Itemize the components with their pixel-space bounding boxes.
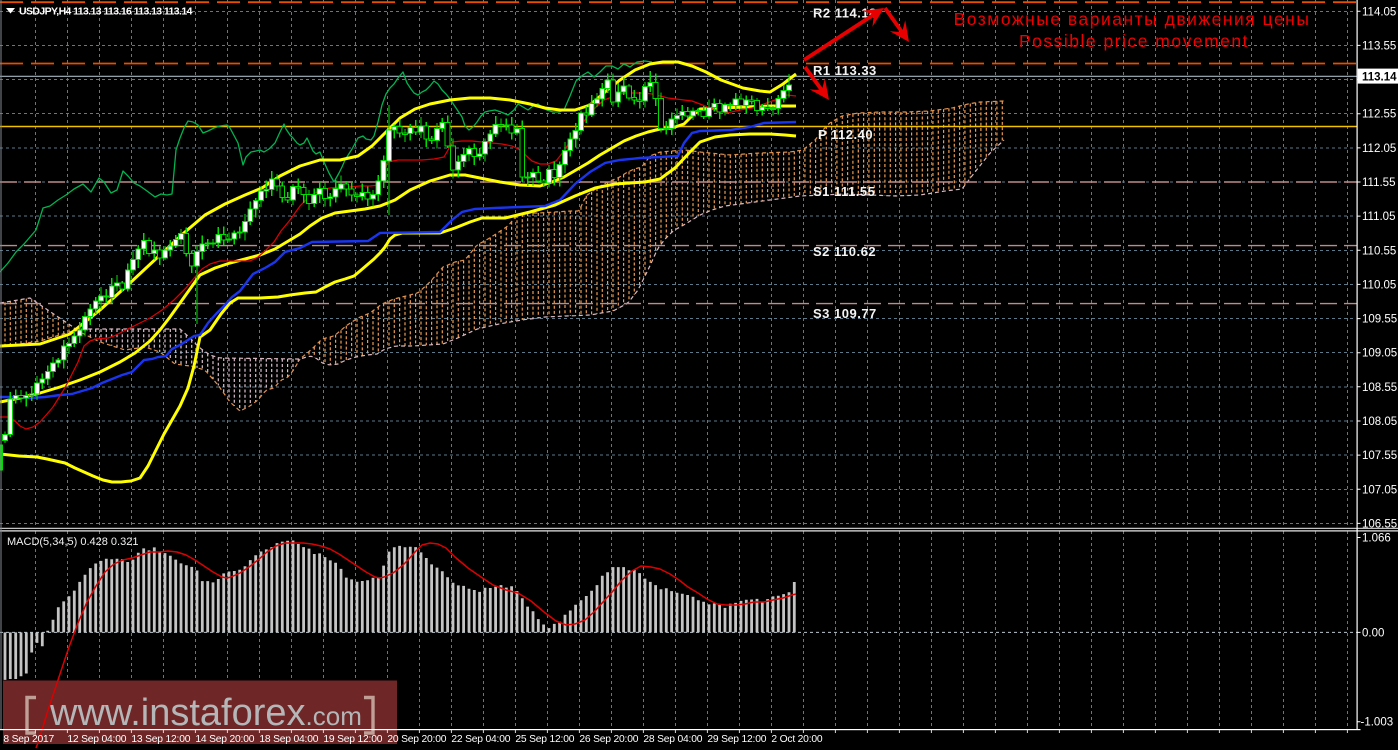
svg-text:USDJPY,H4 113.13 113.16 113.1: USDJPY,H4 113.13 113.16 113.13 113.14	[19, 6, 193, 18]
svg-text:12 Sep 04:00: 12 Sep 04:00	[67, 734, 126, 745]
svg-text:14 Sep 20:00: 14 Sep 20:00	[195, 734, 254, 745]
svg-text:-1.003: -1.003	[1361, 717, 1394, 729]
svg-text:S3 109.77: S3 109.77	[813, 306, 877, 321]
svg-text:22 Sep 04:00: 22 Sep 04:00	[451, 734, 510, 745]
svg-text:107.55: 107.55	[1362, 450, 1397, 462]
svg-text:P 112.40: P 112.40	[818, 127, 873, 142]
svg-text:108.05: 108.05	[1362, 416, 1397, 428]
svg-text:MACD(5,34,5) 0.428 0.321: MACD(5,34,5) 0.428 0.321	[7, 536, 138, 548]
svg-text:110.05: 110.05	[1362, 279, 1396, 291]
svg-text:113.55: 113.55	[1362, 40, 1396, 52]
svg-text:110.55: 110.55	[1362, 245, 1396, 257]
svg-text:108.55: 108.55	[1362, 382, 1397, 394]
svg-text:28 Sep 04:00: 28 Sep 04:00	[643, 734, 702, 745]
svg-text:107.05: 107.05	[1362, 484, 1397, 496]
svg-text:13 Sep 12:00: 13 Sep 12:00	[131, 734, 190, 745]
svg-text:109.05: 109.05	[1362, 348, 1397, 360]
svg-text:29 Sep 12:00: 29 Sep 12:00	[707, 734, 766, 745]
svg-text:114.05: 114.05	[1362, 6, 1396, 18]
svg-text:112.05: 112.05	[1362, 143, 1396, 155]
svg-text:26 Sep 20:00: 26 Sep 20:00	[579, 734, 638, 745]
svg-text:Возможные варианты движения це: Возможные варианты движения цены	[954, 9, 1311, 29]
svg-text:2 Oct 20:00: 2 Oct 20:00	[771, 734, 823, 745]
svg-text:18 Sep 04:00: 18 Sep 04:00	[259, 734, 318, 745]
svg-text:19 Sep 12:00: 19 Sep 12:00	[323, 734, 382, 745]
svg-text:113.14: 113.14	[1362, 72, 1397, 84]
svg-text:0.00: 0.00	[1362, 627, 1384, 639]
svg-text:25 Sep 12:00: 25 Sep 12:00	[515, 734, 574, 745]
svg-text:1.066: 1.066	[1362, 533, 1391, 545]
svg-text:111.55: 111.55	[1362, 177, 1395, 189]
svg-text:S2 110.62: S2 110.62	[813, 244, 876, 259]
svg-text:R1 113.33: R1 113.33	[813, 63, 877, 78]
svg-text:8 Sep 2017: 8 Sep 2017	[3, 734, 54, 745]
svg-text:Possible price movement: Possible price movement	[1019, 31, 1249, 51]
svg-text:109.55: 109.55	[1362, 314, 1397, 326]
svg-text:R2 114.18: R2 114.18	[813, 6, 877, 21]
svg-text:S1 111.55: S1 111.55	[813, 184, 875, 199]
svg-text:106.55: 106.55	[1362, 518, 1397, 530]
svg-text:112.55: 112.55	[1362, 109, 1396, 121]
svg-text:20 Sep 20:00: 20 Sep 20:00	[387, 734, 446, 745]
svg-text:111.05: 111.05	[1362, 211, 1395, 223]
